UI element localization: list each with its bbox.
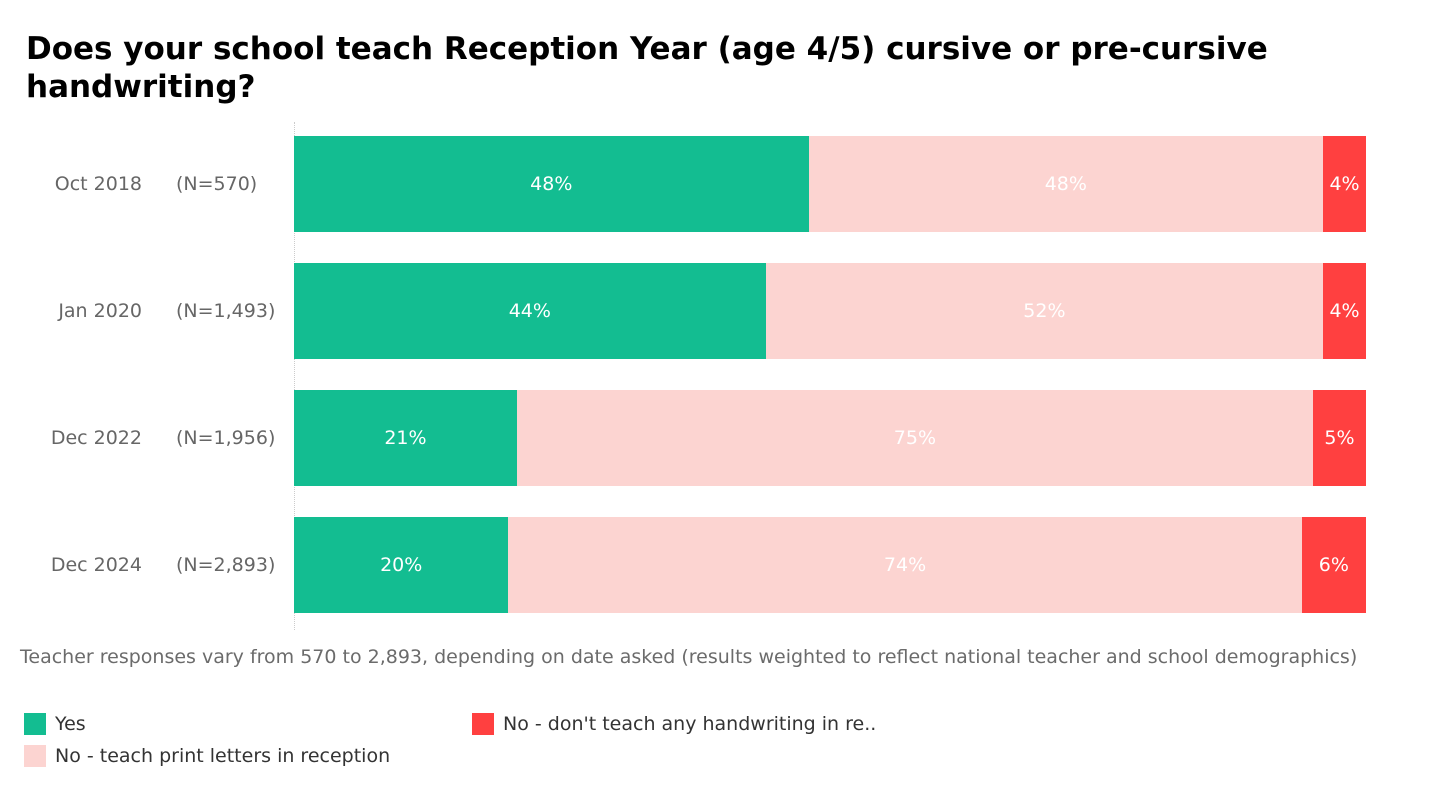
axis-line [294, 122, 295, 630]
data-label: 6% [1318, 554, 1349, 576]
category-label: Dec 2022 [50, 427, 142, 449]
data-label: 48% [1044, 173, 1087, 195]
category-label: Oct 2018 [54, 173, 142, 195]
sample-size-label: (N=1,956) [176, 427, 276, 449]
bar-segment: 44% [294, 263, 766, 359]
legend-swatch [24, 713, 46, 735]
bar-segment: 6% [1301, 517, 1366, 613]
category-label: Dec 2024 [50, 554, 142, 576]
sample-size-label: (N=570) [176, 173, 258, 195]
bar-segment: 52% [765, 263, 1324, 359]
bar-segment: 20% [294, 517, 509, 613]
legend-item-print: No - teach print letters in reception [24, 745, 390, 767]
chart-title: Does your school teach Reception Year (a… [26, 31, 1268, 105]
data-label: 75% [893, 427, 937, 449]
plot-area: Oct 2018 (N=570) 48% 48% 4% Jan 2020 (N=1,493)… [50, 122, 1366, 630]
legend-swatch [472, 713, 494, 735]
bar-segment: 74% [508, 517, 1302, 613]
data-label: 44% [508, 300, 551, 322]
bar-segment: 48% [808, 136, 1324, 232]
sample-size-label: (N=2,893) [176, 554, 276, 576]
data-label: 74% [883, 554, 927, 576]
sample-size-label: (N=1,493) [176, 300, 276, 322]
category-label: Jan 2020 [58, 300, 142, 322]
data-label: 21% [384, 427, 427, 449]
bar-segment: 5% [1312, 390, 1366, 486]
legend-label: No - teach print letters in reception [55, 745, 391, 767]
data-label: 4% [1329, 300, 1360, 322]
legend-item-yes: Yes [24, 713, 86, 735]
data-label: 20% [380, 554, 423, 576]
bar-segment: 4% [1323, 136, 1366, 232]
bar-segment: 48% [294, 136, 809, 232]
bar-segment: 4% [1323, 263, 1366, 359]
data-label: 48% [530, 173, 573, 195]
legend-swatch [24, 745, 46, 767]
footnote: Teacher responses vary from 570 to 2,893… [20, 646, 1358, 668]
bar-segment: 75% [516, 390, 1313, 486]
data-label: 5% [1324, 427, 1355, 449]
data-label: 52% [1023, 300, 1066, 322]
legend-label: Yes [55, 713, 86, 735]
bar-segment: 21% [294, 390, 517, 486]
legend-label: No - don't teach any handwriting in re.. [503, 713, 877, 735]
data-label: 4% [1329, 173, 1360, 195]
legend-item-none: No - don't teach any handwriting in re.. [472, 713, 876, 735]
